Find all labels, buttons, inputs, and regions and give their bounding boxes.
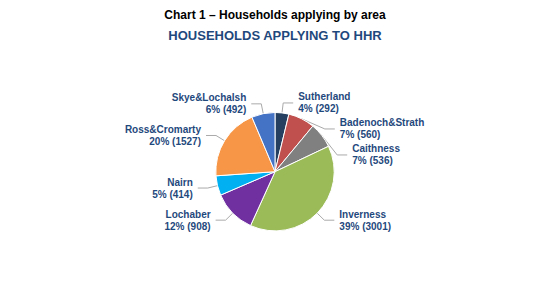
svg-text:Caithness: Caithness [352, 143, 400, 154]
svg-text:4% (292): 4% (292) [298, 103, 339, 114]
svg-text:5% (414): 5% (414) [152, 189, 193, 200]
svg-text:Badenoch&Strath: Badenoch&Strath [340, 117, 424, 128]
svg-text:HOUSEHOLDS APPLYING TO HHR: HOUSEHOLDS APPLYING TO HHR [168, 28, 382, 43]
svg-text:Inverness: Inverness [339, 209, 386, 220]
svg-text:7% (536): 7% (536) [352, 155, 393, 166]
svg-text:Nairn: Nairn [167, 177, 193, 188]
svg-text:6% (492): 6% (492) [206, 104, 247, 115]
svg-text:7% (560): 7% (560) [340, 129, 381, 140]
svg-text:Ross&Cromarty: Ross&Cromarty [125, 124, 202, 135]
svg-text:Lochaber: Lochaber [166, 209, 211, 220]
svg-text:Skye&Lochalsh: Skye&Lochalsh [172, 92, 246, 103]
svg-text:20% (1527): 20% (1527) [149, 136, 201, 147]
svg-text:39% (3001): 39% (3001) [339, 221, 391, 232]
svg-text:Chart 1 – Households applying: Chart 1 – Households applying by area [164, 8, 386, 22]
svg-text:Sutherland: Sutherland [298, 91, 350, 102]
svg-text:12% (908): 12% (908) [164, 221, 210, 232]
